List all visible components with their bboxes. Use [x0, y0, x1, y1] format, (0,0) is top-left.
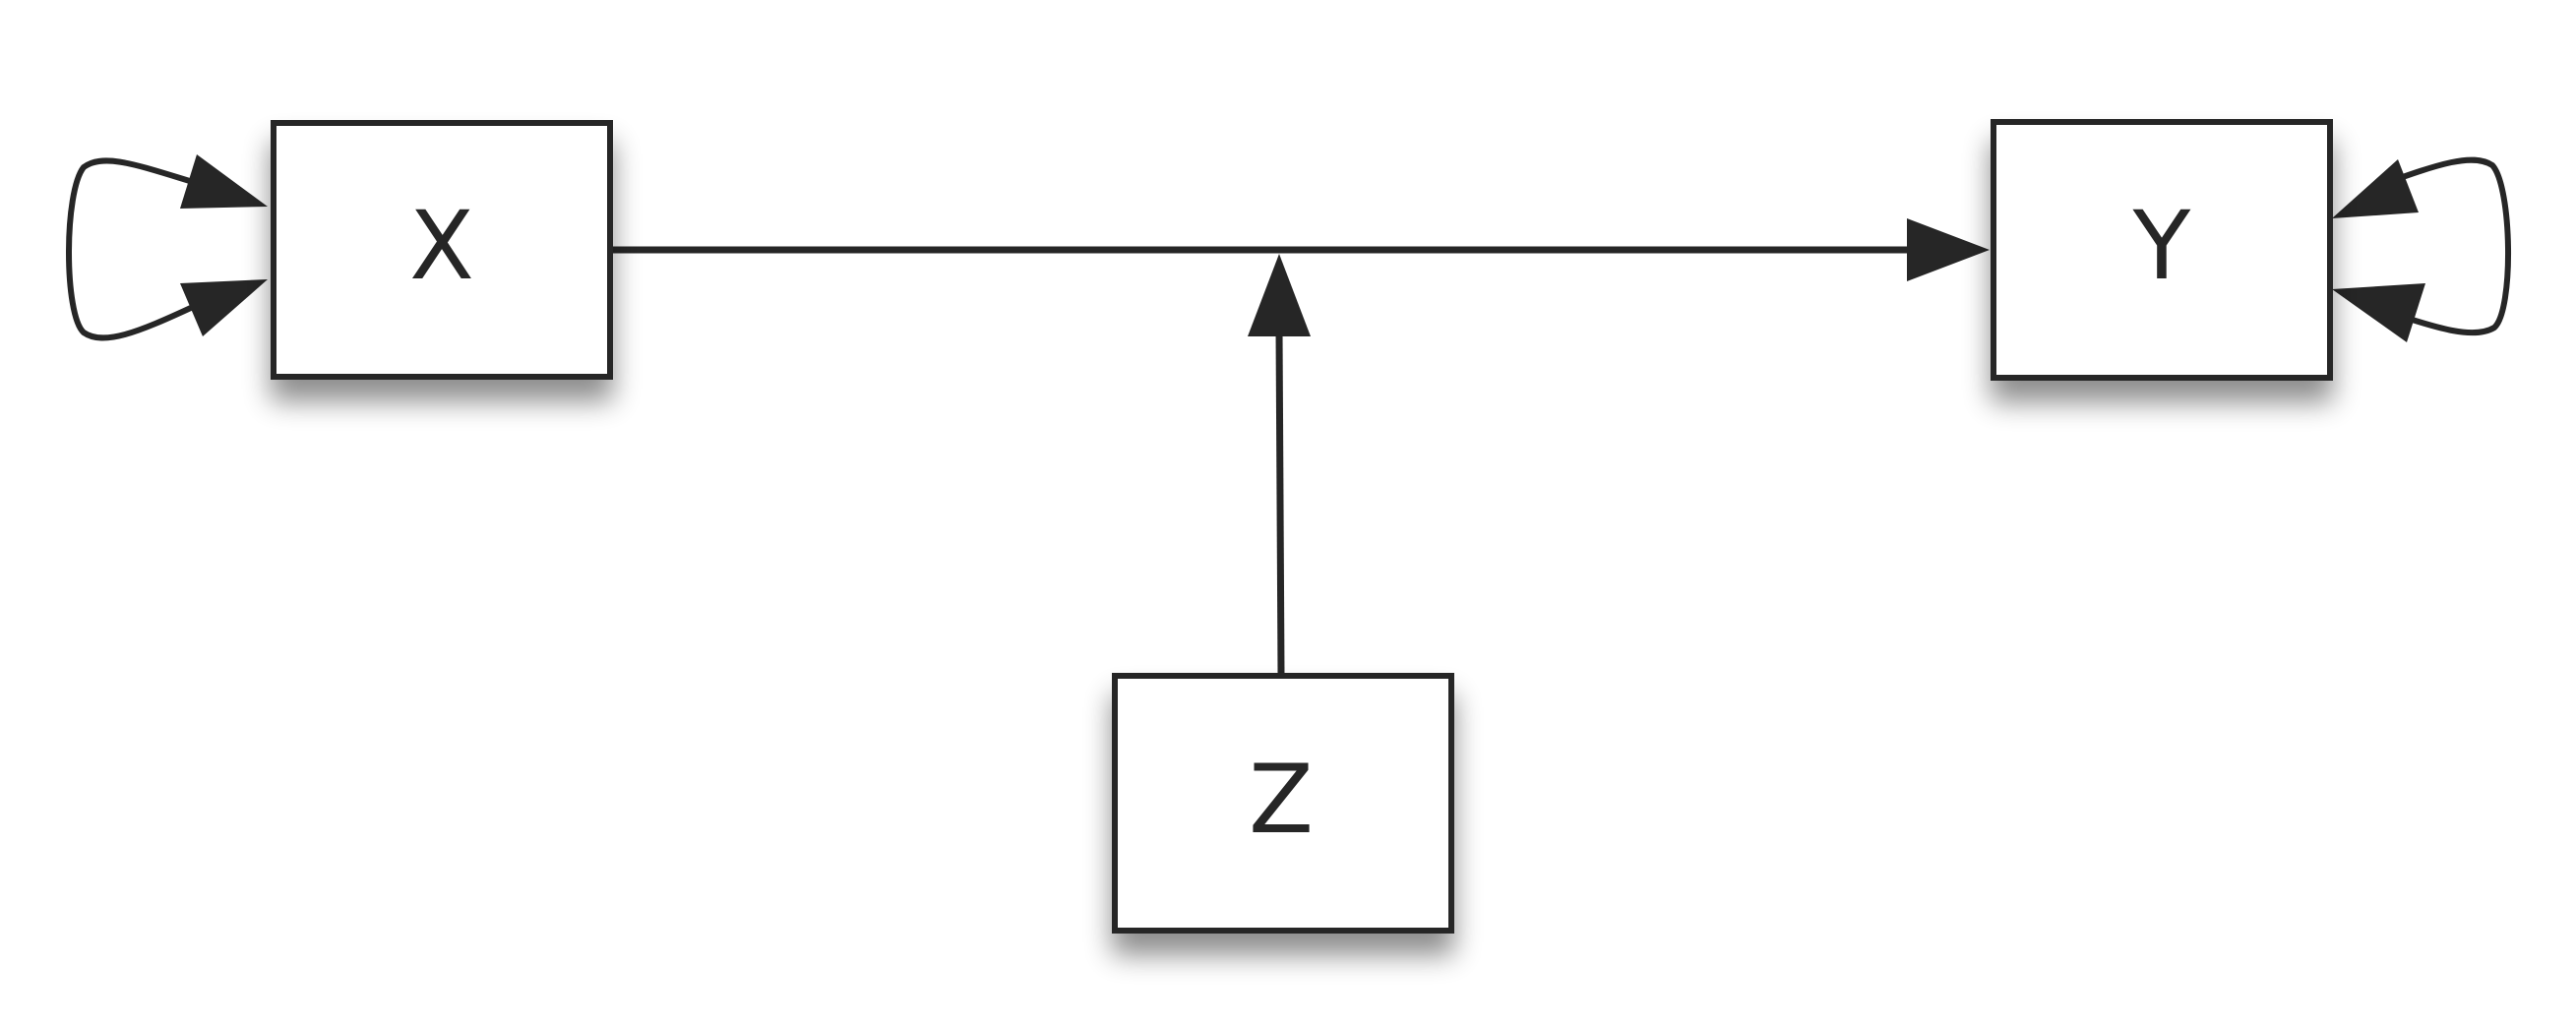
node-z[interactable]	[1112, 673, 1454, 934]
self-loop-y-arrowhead-top	[2332, 159, 2419, 218]
node-x-label: X	[409, 191, 474, 301]
edge-z-to-xy-arrowhead	[1248, 254, 1311, 336]
node-x-box	[271, 120, 613, 380]
node-z-label: Z	[1249, 745, 1314, 855]
node-y-box	[1991, 119, 2333, 381]
self-loop-x-arrowhead-top	[180, 154, 268, 209]
node-y-label: Y	[2132, 191, 2191, 301]
edge-x-to-y	[610, 218, 1990, 281]
node-y[interactable]	[1991, 119, 2333, 381]
self-loop-x-arrowhead-bottom	[180, 279, 268, 336]
edge-x-to-y-arrowhead	[1907, 218, 1990, 281]
edge-z-to-xy	[1248, 254, 1311, 675]
node-z-box	[1112, 673, 1454, 934]
self-loop-x-path	[66, 157, 195, 341]
self-loop-y	[2332, 156, 2511, 342]
edge-z-to-xy-line	[1275, 329, 1285, 675]
node-x[interactable]	[271, 120, 613, 380]
self-loop-y-arrowhead-bottom	[2332, 283, 2425, 342]
self-loop-y-path	[2381, 156, 2511, 336]
self-loop-x	[66, 154, 268, 341]
